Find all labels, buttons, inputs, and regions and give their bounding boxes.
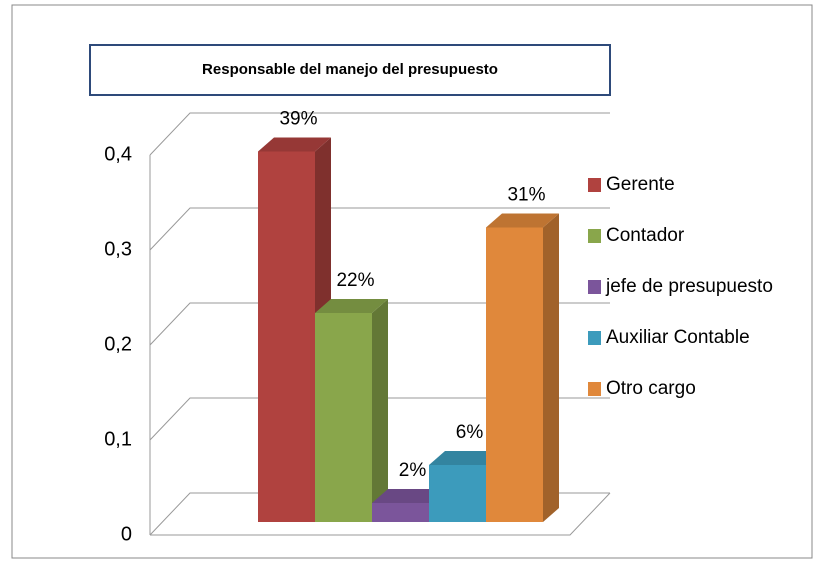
legend-swatch — [588, 280, 601, 294]
title-box — [89, 44, 611, 96]
bar — [315, 299, 388, 522]
bar-face — [258, 151, 315, 522]
legend-swatch — [588, 382, 601, 396]
bar-face — [372, 299, 388, 522]
y-tick-label: 0,2 — [104, 333, 132, 355]
y-tick-label: 0,4 — [104, 143, 132, 165]
legend-label: Otro cargo — [606, 378, 696, 399]
bar-face — [486, 227, 543, 522]
bar-face — [486, 213, 559, 228]
legend-swatch — [588, 178, 601, 192]
grid-line — [149, 397, 610, 441]
value-label: 6% — [456, 422, 484, 443]
legend-label: Gerente — [606, 174, 675, 195]
chart-frame — [11, 4, 813, 559]
y-tick-label: 0,1 — [104, 428, 132, 450]
chart-title: Responsable del manejo del presupuesto — [202, 61, 498, 78]
legend-swatch — [588, 331, 601, 345]
grid-line — [149, 207, 610, 251]
y-tick-label: 0,3 — [104, 238, 132, 260]
bar-face — [315, 299, 388, 313]
legend-swatch — [588, 229, 601, 243]
bar — [258, 137, 331, 522]
bar-face — [543, 213, 559, 522]
legend-label: jefe de presupuesto — [605, 276, 773, 297]
grid-line — [149, 302, 610, 346]
bar-face — [429, 451, 502, 465]
bar — [486, 213, 559, 522]
value-label: 22% — [336, 270, 374, 291]
bar-face — [372, 503, 429, 522]
grid-line — [149, 112, 610, 156]
y-tick-label: 0 — [121, 523, 132, 545]
legend-label: Contador — [606, 225, 685, 246]
legend-label: Auxiliar Contable — [606, 327, 750, 348]
bar-face — [429, 465, 486, 522]
bar-face — [315, 313, 372, 522]
value-label: 39% — [279, 109, 317, 130]
bar-face — [372, 489, 445, 503]
bar-face — [258, 137, 331, 152]
value-label: 31% — [507, 185, 545, 206]
value-label: 2% — [399, 460, 427, 481]
floor — [150, 492, 611, 536]
